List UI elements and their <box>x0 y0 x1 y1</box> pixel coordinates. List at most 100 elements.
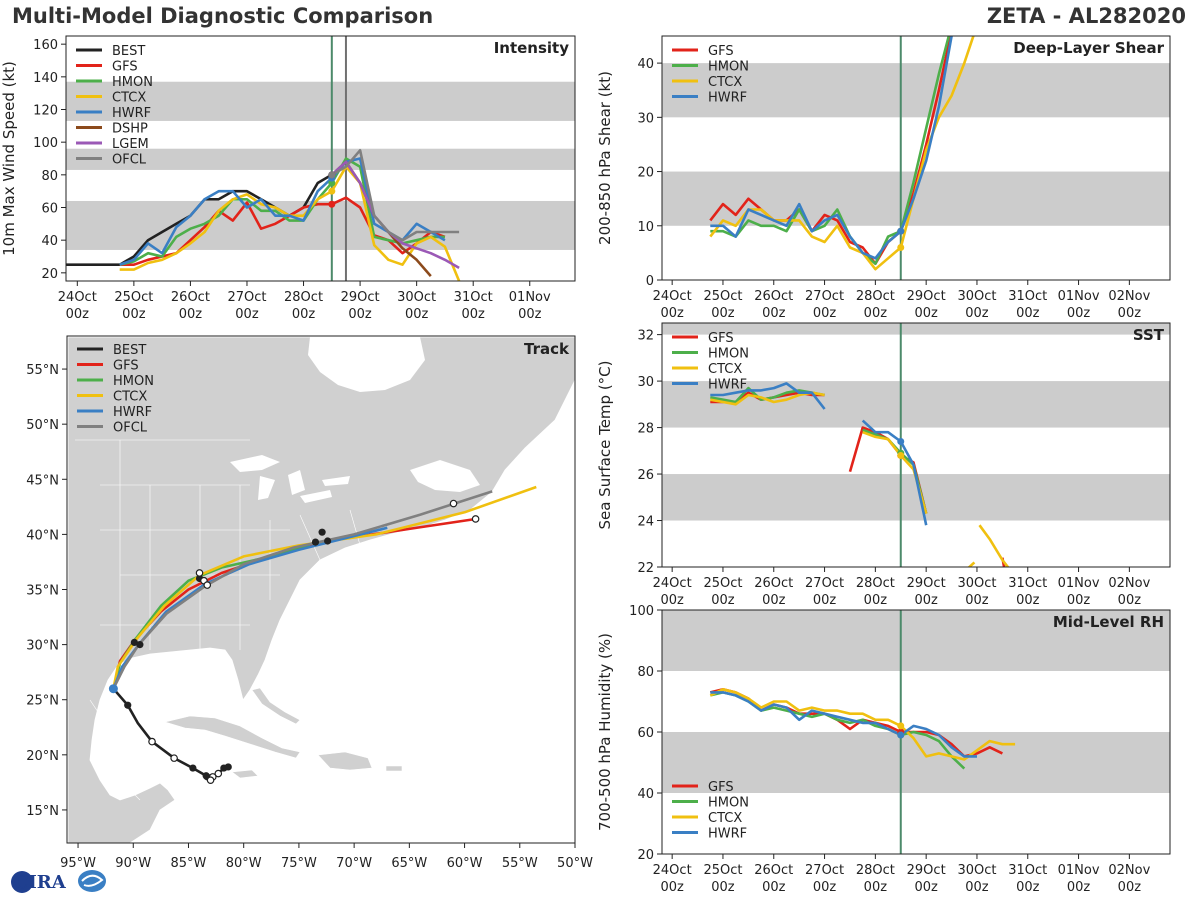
x-tick-label-hour: 00z <box>762 306 786 321</box>
x-tick-label: 25Oct <box>703 863 742 878</box>
x-tick-label: 26Oct <box>754 863 793 878</box>
track-point-filled <box>220 764 228 772</box>
legend-label: CTCX <box>708 362 742 377</box>
x-tick-label-hour: 00z <box>864 306 888 321</box>
x-tick-label: 01Nov <box>509 290 551 305</box>
track-init-marker <box>108 684 118 694</box>
x-tick-label: 24Oct <box>58 290 97 305</box>
sst-panel: 22 24 26 28 30 32 24Oct 00z 25Oct 00z 26Oct 00z 27Oc… <box>596 322 1171 608</box>
legend-label: OFCL <box>112 153 147 168</box>
main-title: Multi-Model Diagnostic Comparison <box>12 4 434 28</box>
y-tick-label: 30 <box>637 375 654 390</box>
series-line-ctcx <box>967 561 976 567</box>
panel-title: Deep-Layer Shear <box>1013 39 1164 57</box>
y-tick-label: 40 <box>41 234 58 249</box>
series-line-lgem <box>330 160 460 270</box>
x-tick-label: 26Oct <box>171 290 210 305</box>
y-tick-label: 80 <box>41 169 58 184</box>
y-tick-label: 140 <box>33 71 58 86</box>
puerto-rico <box>385 765 403 772</box>
logo-swirl-icon <box>78 870 106 892</box>
series-line-ctcx <box>978 524 1010 567</box>
x-tick-label: 29Oct <box>907 576 946 591</box>
cuba <box>163 715 301 759</box>
great-lakes <box>230 455 350 503</box>
legend-label: BEST <box>112 44 145 59</box>
y-tick-label: 24 <box>637 515 654 530</box>
x-tick-label: 31Oct <box>1008 289 1047 304</box>
legend-label: HMON <box>113 374 154 389</box>
track-point-filled <box>189 764 197 772</box>
x-tick-label: 02Nov <box>1108 289 1150 304</box>
track-point-open <box>449 499 458 508</box>
track-point-open <box>206 776 215 784</box>
x-tick-label-hour: 00z <box>813 880 837 895</box>
panel-title: Track <box>524 340 570 358</box>
x-tick-label-hour: 00z <box>864 593 888 608</box>
shade-band <box>662 610 1170 671</box>
x-tick-label: 90°W <box>115 856 151 871</box>
hispaniola <box>317 751 373 771</box>
legend-label: OFCL <box>113 421 148 436</box>
series-line-hwrf <box>710 691 977 758</box>
x-tick-label-hour: 00z <box>660 593 684 608</box>
x-tick-label: 25Oct <box>114 290 153 305</box>
x-tick-label: 27Oct <box>227 290 266 305</box>
y-tick-label: 80 <box>637 665 654 680</box>
track-point-filled <box>324 537 332 545</box>
series-line-hwrf <box>710 382 826 410</box>
x-tick-label: 70°W <box>336 856 372 871</box>
hudson-bay <box>308 337 425 392</box>
x-tick-label-hour: 00z <box>179 307 203 322</box>
y-axis-label: 10m Max Wind Speed (kt) <box>0 61 18 256</box>
plot-frame <box>661 35 1171 281</box>
y-axis-label: Sea Surface Temp (°C) <box>596 360 614 529</box>
y-tick-label: 60 <box>41 202 58 217</box>
x-tick-label-hour: 00z <box>1118 593 1142 608</box>
y-tick-label: 0 <box>646 274 654 289</box>
legend-label: BEST <box>113 343 146 358</box>
init-marker <box>897 438 905 446</box>
legend-label: HMON <box>708 347 749 362</box>
legend-label: CTCX <box>708 75 742 90</box>
x-tick-label-hour: 00z <box>66 307 90 322</box>
x-tick-label: 01Nov <box>1058 863 1100 878</box>
y-tick-label: 40 <box>637 57 654 72</box>
y-tick-label: 30°N <box>26 639 59 654</box>
y-tick-label: 10 <box>637 220 654 235</box>
legend-label: DSHP <box>112 122 148 137</box>
legend-label: HWRF <box>708 827 747 842</box>
x-tick-label: 26Oct <box>754 289 793 304</box>
x-tick-label: 24Oct <box>653 863 692 878</box>
x-tick-label-hour: 00z <box>1016 593 1040 608</box>
cira-logo-graphic: CIRA <box>11 870 106 893</box>
x-tick-label: 31Oct <box>454 290 493 305</box>
land-masses <box>67 336 576 844</box>
y-tick-label: 120 <box>33 104 58 119</box>
y-tick-label: 15°N <box>26 804 59 819</box>
shade-band <box>66 81 575 121</box>
x-tick-label-hour: 00z <box>292 307 316 322</box>
x-tick-label-hour: 00z <box>965 306 989 321</box>
gulf-of-st-lawrence <box>410 460 480 492</box>
y-tick-label: 20°N <box>26 749 59 764</box>
x-tick-label: 27Oct <box>805 289 844 304</box>
x-tick-label: 60°W <box>447 856 483 871</box>
x-tick-label: 30Oct <box>397 290 436 305</box>
init-marker <box>897 243 905 251</box>
track-point-filled <box>130 638 138 647</box>
y-tick-label: 160 <box>33 38 58 53</box>
x-tick-label: 95°W <box>60 856 96 871</box>
x-tick-label-hour: 00z <box>914 880 938 895</box>
y-tick-label: 50°N <box>26 418 59 433</box>
x-tick-label-hour: 00z <box>660 306 684 321</box>
legend-label: HWRF <box>708 91 747 106</box>
y-tick-label: 20 <box>637 848 654 863</box>
cira-logo: CIRA <box>6 866 106 896</box>
init-marker <box>897 451 905 459</box>
x-tick-label: 28Oct <box>856 863 895 878</box>
x-tick-label: 02Nov <box>1108 576 1150 591</box>
track-line-best <box>112 687 229 779</box>
x-tick-label-hour: 00z <box>914 306 938 321</box>
y-tick-label: 20 <box>637 166 654 181</box>
